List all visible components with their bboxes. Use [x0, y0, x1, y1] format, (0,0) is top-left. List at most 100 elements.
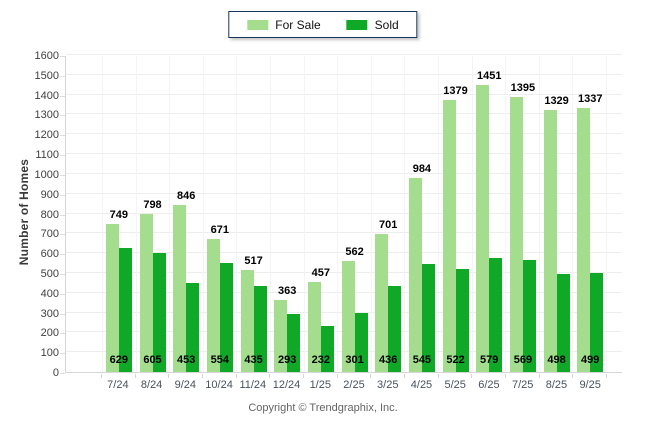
x-tick-label-8/24: 8/24: [140, 379, 163, 391]
y-tick-mark: [60, 254, 65, 256]
vertical-gridline: [471, 56, 506, 372]
sold-bar[interactable]: [556, 273, 570, 372]
gridline-y-1200: [66, 133, 622, 135]
for-sale-bar[interactable]: [476, 85, 490, 372]
y-tick-label-200: 200: [40, 327, 59, 340]
gridline-y-1500: [66, 73, 622, 75]
sold-bar[interactable]: [118, 247, 132, 372]
legend-item-for-sale[interactable]: For Sale: [247, 17, 321, 32]
sold-value-label: 629: [109, 354, 129, 366]
for-sale-value-label: 749: [109, 209, 129, 222]
vertical-gridline: [102, 56, 136, 372]
sold-bar[interactable]: [590, 273, 604, 372]
sold-bar[interactable]: [421, 264, 435, 372]
vertical-gridline: [303, 56, 338, 372]
vertical-gridlines: [102, 56, 607, 372]
x-tick-mark: [505, 374, 539, 378]
bar-group-6/25: 1451 579: [472, 56, 506, 372]
for-sale-bar[interactable]: [408, 177, 422, 372]
x-tick-mark: [572, 374, 606, 378]
vertical-gridline: [169, 56, 203, 372]
sold-bar[interactable]: [388, 285, 402, 372]
y-tick-label-1000: 1000: [34, 168, 59, 181]
y-tick-mark: [60, 115, 65, 117]
bar-group-11/24: 517 435: [237, 56, 271, 372]
y-tick-label-1600: 1600: [34, 50, 59, 62]
sold-bar[interactable]: [152, 252, 166, 372]
for-sale-value-label: 363: [278, 285, 297, 298]
y-tick-mark: [60, 155, 65, 157]
sold-bar[interactable]: [287, 314, 301, 372]
sold-bar[interactable]: [354, 312, 368, 372]
x-axis-labels: 7/24 8/24 9/24 10/24 11/24 12/24 1/25 2/25 3/25 4…: [101, 379, 607, 391]
bar-pair: [240, 56, 267, 372]
gridline-y-1000: [66, 172, 622, 174]
vertical-gridline: [572, 56, 606, 372]
x-tick-mark: [134, 374, 169, 378]
y-tick-label-300: 300: [40, 307, 59, 320]
bar-pair: [173, 56, 200, 372]
bar-group-8/24: 798 605: [136, 56, 170, 372]
y-tick-label-900: 900: [40, 188, 59, 201]
for-sale-value-label: 1395: [510, 81, 536, 94]
y-tick-label-700: 700: [40, 228, 59, 241]
x-tick-mark: [202, 374, 236, 378]
for-sale-bar[interactable]: [105, 224, 119, 372]
bar-pair: [408, 56, 435, 372]
y-tick-label-500: 500: [40, 267, 59, 280]
x-tick-label-4/25: 4/25: [410, 379, 433, 391]
sold-bar[interactable]: [320, 326, 334, 372]
for-sale-bar[interactable]: [240, 269, 254, 372]
for-sale-value-label: 1451: [476, 70, 502, 83]
sold-bar[interactable]: [489, 257, 503, 372]
for-sale-value-label: 562: [345, 246, 364, 259]
for-sale-value-label: 984: [412, 162, 432, 175]
y-tick-label-1100: 1100: [35, 149, 59, 162]
for-sale-bar[interactable]: [206, 239, 220, 372]
sold-value-label: 554: [210, 354, 230, 366]
for-sale-bar[interactable]: [442, 99, 456, 372]
for-sale-bar[interactable]: [543, 109, 557, 372]
bar-pair: [274, 56, 301, 372]
sold-value-label: 569: [513, 354, 533, 366]
sold-bar[interactable]: [253, 286, 267, 372]
x-tick-label-9/24: 9/24: [174, 379, 197, 391]
x-tick-label-10/24: 10/24: [205, 379, 233, 391]
for-sale-bar[interactable]: [577, 107, 591, 372]
for-sale-bar[interactable]: [274, 300, 288, 372]
for-sale-bar[interactable]: [139, 214, 153, 372]
x-tick-label-12/24: 12/24: [272, 379, 301, 391]
x-tick-label-3/25: 3/25: [377, 379, 399, 391]
y-tick-mark: [60, 56, 65, 57]
x-tick-label-1/25: 1/25: [309, 379, 331, 391]
bar-pair: [375, 56, 402, 372]
for-sale-value-label: 798: [143, 199, 162, 212]
for-sale-bar[interactable]: [173, 204, 187, 372]
bar-pair: [206, 56, 233, 372]
chart-legend: For Sale Sold: [228, 11, 418, 38]
sold-value-label: 522: [446, 354, 465, 366]
legend-label-for-sale: For Sale: [275, 17, 321, 32]
bar-group-9/24: 846 453: [169, 56, 203, 372]
y-tick-label-0: 0: [52, 367, 59, 379]
sold-bar[interactable]: [455, 268, 469, 372]
sold-bar[interactable]: [522, 259, 536, 372]
sold-bar[interactable]: [186, 282, 200, 372]
for-sale-bar[interactable]: [375, 233, 389, 372]
bar-group-4/25: 984 545: [405, 56, 439, 372]
bar-pair: [307, 56, 334, 372]
sold-value-label: 293: [278, 354, 297, 366]
vertical-gridline: [437, 56, 472, 372]
legend-item-sold[interactable]: Sold: [346, 18, 399, 32]
for-sale-bar[interactable]: [509, 96, 523, 372]
bar-pair: [139, 56, 166, 372]
x-tick-label-5/25: 5/25: [444, 379, 466, 391]
sold-value-label: 579: [480, 354, 499, 366]
vertical-gridline: [337, 56, 371, 372]
sold-bar[interactable]: [219, 262, 233, 372]
y-tick-mark: [60, 234, 65, 236]
for-sale-bar[interactable]: [307, 281, 321, 372]
for-sale-value-label: 517: [244, 254, 263, 267]
for-sale-bar[interactable]: [341, 261, 355, 372]
y-tick-label-1500: 1500: [34, 69, 59, 82]
